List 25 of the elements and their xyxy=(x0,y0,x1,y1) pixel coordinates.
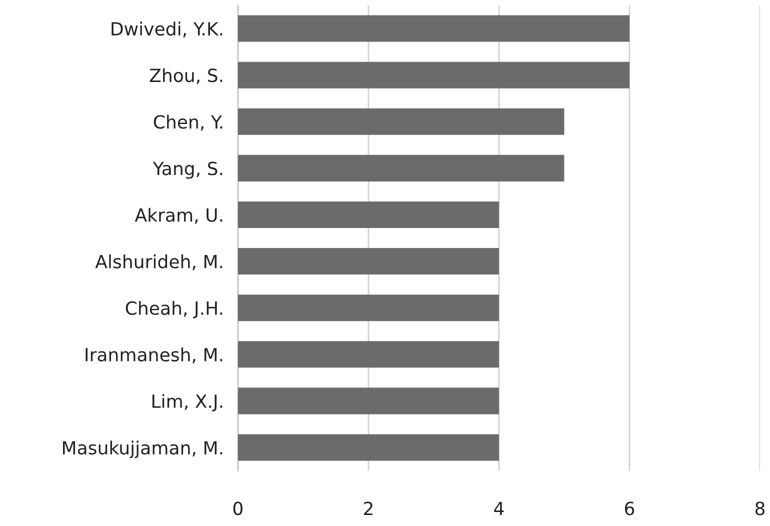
y-tick-label: Masukujjaman, M. xyxy=(63,440,222,458)
bar xyxy=(238,341,499,368)
y-tick-label: Alshurideh, M. xyxy=(95,254,222,270)
y-tick-label: Lim, X.J. xyxy=(152,394,222,412)
x-tick-label: 4 xyxy=(494,502,504,516)
x-tick-label: 2 xyxy=(364,502,372,516)
y-tick-label: Dwivedi, Y.K. xyxy=(112,22,222,38)
bar xyxy=(238,294,499,322)
bar xyxy=(238,201,499,228)
bar xyxy=(238,434,499,461)
bar xyxy=(238,15,630,42)
x-tick-label: 8 xyxy=(755,502,764,516)
bar xyxy=(238,388,499,414)
y-tick-label: Zhou, S. xyxy=(150,68,222,84)
y-tick-label: Akram, U. xyxy=(134,208,222,224)
y-tick-label: Cheah, J.H. xyxy=(126,300,222,318)
x-tick-label: 0 xyxy=(233,502,242,516)
bar xyxy=(238,154,564,182)
y-tick-label: Yang, S. xyxy=(152,162,222,179)
bar xyxy=(238,248,499,275)
y-tick-label: Iranmanesh, M. xyxy=(86,348,222,364)
bar xyxy=(238,62,630,88)
bar xyxy=(238,108,564,135)
x-tick-label: 6 xyxy=(624,502,634,516)
y-tick-label: Chen, Y. xyxy=(154,114,222,131)
